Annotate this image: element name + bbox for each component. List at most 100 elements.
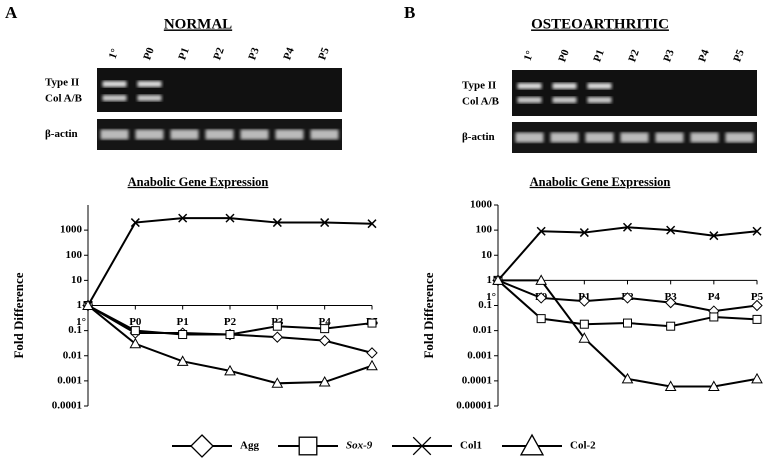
- gel-band: [310, 129, 339, 140]
- point-triangle: [82, 299, 94, 310]
- legend-label: Sox-9: [346, 440, 373, 452]
- legend-item: Col1: [392, 436, 482, 456]
- gel-band: [517, 83, 542, 89]
- lane-label: P3: [661, 48, 677, 64]
- gel: [97, 68, 342, 112]
- point-cross: [622, 222, 633, 232]
- chart-title: Anabolic Gene Expression: [530, 175, 671, 189]
- point-triangle: [366, 359, 378, 371]
- row-label: β-actin: [462, 131, 495, 143]
- series: [493, 222, 762, 285]
- point-square: [320, 324, 330, 334]
- y-tick-label: 0.1: [68, 324, 82, 336]
- point-diamond: [578, 295, 591, 307]
- point-triangle: [224, 364, 236, 376]
- gel-band: [585, 132, 614, 143]
- point-cross: [666, 225, 676, 235]
- point-diamond: [664, 296, 677, 309]
- row-label: Col A/B: [462, 96, 500, 108]
- point-diamond: [271, 331, 284, 343]
- point-square: [623, 318, 632, 328]
- chart-title: Anabolic Gene Expression: [128, 175, 269, 189]
- point-triangle: [535, 274, 548, 285]
- gel-band: [725, 132, 754, 143]
- series: [82, 299, 378, 388]
- gel-band: [170, 129, 199, 140]
- x-tick-label: P0: [129, 316, 142, 328]
- point-square: [752, 314, 762, 324]
- point-cross: [130, 218, 140, 228]
- series-line: [87, 217, 373, 306]
- legend-item: Sox-9: [278, 436, 373, 456]
- point-square: [272, 321, 282, 331]
- point-square: [666, 321, 676, 331]
- legend-label: Agg: [240, 440, 259, 452]
- point-cross: [536, 226, 546, 236]
- point-square: [536, 314, 546, 324]
- point-square: [579, 319, 589, 329]
- panel-title: OSTEOARTHRITIC: [531, 16, 669, 32]
- gel-band: [205, 129, 234, 140]
- legend-item: Col-2: [502, 433, 596, 456]
- gel-band: [137, 95, 162, 101]
- x-tick-label: P5: [751, 291, 764, 303]
- y-tick-label: 0.01: [63, 349, 82, 361]
- gel: [512, 70, 757, 116]
- point-triangle: [492, 274, 504, 285]
- point-square: [225, 330, 235, 340]
- y-tick-label: 0.01: [473, 324, 492, 336]
- x-tick-label: P2: [224, 316, 237, 328]
- row-label: β-actin: [45, 128, 78, 140]
- x-tick-label: 1°: [76, 316, 86, 328]
- y-tick-label: 10: [481, 249, 493, 261]
- series: [493, 275, 762, 331]
- point-triangle: [578, 332, 591, 343]
- y-tick-label: 0.1: [478, 299, 492, 311]
- gel-band: [552, 83, 577, 89]
- point-square: [178, 330, 188, 340]
- point-diamond: [366, 347, 378, 359]
- point-cross: [178, 213, 188, 223]
- lane-label: P0: [141, 46, 157, 62]
- point-square: [298, 436, 318, 456]
- y-tick-label: 1: [487, 274, 493, 286]
- point-triangle: [271, 377, 284, 388]
- panel-title: NORMAL: [164, 16, 232, 32]
- lane-label: 1°: [107, 47, 122, 60]
- gel-band: [550, 132, 579, 143]
- point-diamond: [190, 434, 214, 458]
- gel-band: [100, 129, 129, 140]
- point-triangle: [707, 380, 720, 391]
- y-tick-label: 100: [66, 249, 83, 261]
- gel-band: [587, 97, 612, 103]
- gel-band: [655, 132, 684, 143]
- panel-letter: B: [404, 3, 415, 22]
- lane-label: P2: [626, 48, 642, 64]
- point-cross: [320, 218, 330, 228]
- y-tick-label: 1: [77, 299, 83, 311]
- x-tick-label: P1: [177, 316, 189, 328]
- panel-letter: A: [5, 3, 18, 22]
- row-label: Col A/B: [45, 93, 83, 105]
- y-tick-label: 1000: [470, 199, 493, 211]
- lane-label: P5: [316, 46, 332, 62]
- lane-label: 1°: [522, 49, 537, 62]
- legend-label: Col-2: [570, 440, 596, 452]
- lane-label: P1: [591, 48, 606, 64]
- y-tick-label: 0.0001: [462, 374, 492, 386]
- y-tick-label: 10: [71, 274, 83, 286]
- gel-band: [690, 132, 719, 143]
- y-tick-label: 0.001: [467, 349, 492, 361]
- gel-band: [102, 81, 127, 87]
- series: [492, 274, 763, 391]
- gel-band: [240, 129, 269, 140]
- row-label: Type II: [45, 77, 79, 89]
- point-diamond: [318, 334, 331, 347]
- lane-label: P3: [246, 46, 262, 62]
- legend-item: Agg: [172, 434, 259, 458]
- point-square: [709, 312, 719, 322]
- series: [83, 213, 377, 311]
- figure-body: A NORMAL 1° P0 P1 P2 P3 P4 P5 Type II Col A/B β-act…: [5, 3, 764, 458]
- x-tick-label: 1°: [486, 291, 496, 303]
- legend-label: Col1: [460, 440, 482, 452]
